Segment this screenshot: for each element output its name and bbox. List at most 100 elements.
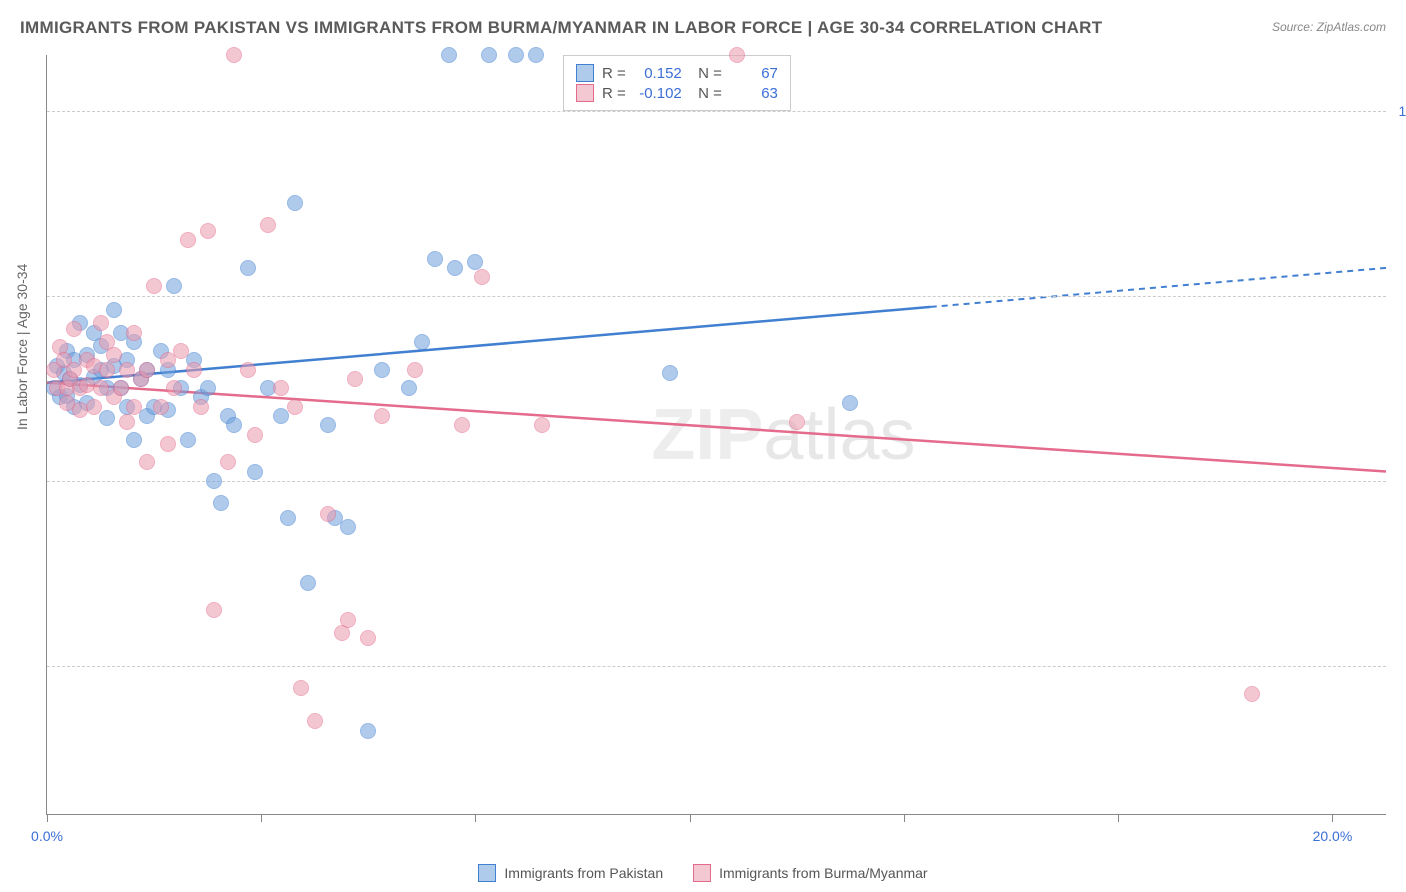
data-point [99, 410, 115, 426]
legend-row-pakistan: R = 0.152 N = 67 [576, 64, 778, 82]
chart-area: ZIPatlas R = 0.152 N = 67 R = -0.102 N =… [46, 55, 1386, 815]
r-label: R = [602, 85, 626, 102]
data-point [146, 278, 162, 294]
data-point [206, 602, 222, 618]
legend-row-burma: R = -0.102 N = 63 [576, 84, 778, 102]
swatch-pink [576, 84, 594, 102]
legend-label-pakistan: Immigrants from Pakistan [504, 865, 663, 881]
data-point [113, 380, 129, 396]
data-point [340, 612, 356, 628]
xtick-label: 0.0% [31, 828, 63, 844]
data-point [320, 417, 336, 433]
data-point [662, 365, 678, 381]
data-point [320, 506, 336, 522]
data-point [247, 427, 263, 443]
data-point [441, 47, 457, 63]
xtick-label: 20.0% [1313, 828, 1353, 844]
data-point [186, 362, 202, 378]
data-point [106, 302, 122, 318]
data-point [1244, 686, 1260, 702]
data-point [467, 254, 483, 270]
watermark-zip: ZIP [651, 395, 763, 475]
data-point [347, 371, 363, 387]
data-point [180, 232, 196, 248]
swatch-pink [693, 864, 711, 882]
data-point [86, 399, 102, 415]
data-point [200, 223, 216, 239]
data-point [213, 495, 229, 511]
data-point [126, 432, 142, 448]
data-point [300, 575, 316, 591]
data-point [407, 362, 423, 378]
swatch-blue [478, 864, 496, 882]
legend-item-burma: Immigrants from Burma/Myanmar [693, 864, 927, 882]
data-point [360, 630, 376, 646]
data-point [126, 325, 142, 341]
data-point [139, 362, 155, 378]
data-point [474, 269, 490, 285]
legend-inset: R = 0.152 N = 67 R = -0.102 N = 63 [563, 55, 791, 111]
r-label: R = [602, 65, 626, 82]
data-point [454, 417, 470, 433]
source-text: Source: ZipAtlas.com [1272, 20, 1386, 34]
chart-title: IMMIGRANTS FROM PAKISTAN VS IMMIGRANTS F… [20, 18, 1102, 38]
n-val-burma: 63 [730, 85, 778, 102]
data-point [273, 380, 289, 396]
data-point [427, 251, 443, 267]
data-point [99, 362, 115, 378]
data-point [166, 380, 182, 396]
data-point [401, 380, 417, 396]
data-point [534, 417, 550, 433]
data-point [93, 315, 109, 331]
data-point [206, 473, 222, 489]
data-point [508, 47, 524, 63]
data-point [193, 399, 209, 415]
data-point [360, 723, 376, 739]
data-point [414, 334, 430, 350]
data-point [287, 399, 303, 415]
n-val-pakistan: 67 [730, 65, 778, 82]
legend-item-pakistan: Immigrants from Pakistan [478, 864, 663, 882]
legend-label-burma: Immigrants from Burma/Myanmar [719, 865, 927, 881]
data-point [119, 414, 135, 430]
watermark-atlas: atlas [763, 395, 915, 475]
data-point [789, 414, 805, 430]
data-point [66, 321, 82, 337]
ytick-label: 100.0% [1399, 103, 1406, 119]
data-point [153, 399, 169, 415]
data-point [287, 195, 303, 211]
data-point [374, 362, 390, 378]
data-point [247, 464, 263, 480]
data-point [340, 519, 356, 535]
data-point [240, 260, 256, 276]
data-point [106, 347, 122, 363]
data-point [126, 399, 142, 415]
data-point [240, 362, 256, 378]
n-label: N = [690, 85, 722, 102]
data-point [166, 278, 182, 294]
bottom-legend: Immigrants from Pakistan Immigrants from… [0, 864, 1406, 882]
data-point [139, 454, 155, 470]
r-val-burma: -0.102 [634, 85, 682, 102]
data-point [200, 380, 216, 396]
data-point [226, 47, 242, 63]
data-point [481, 47, 497, 63]
data-point [293, 680, 309, 696]
data-point [226, 417, 242, 433]
data-point [842, 395, 858, 411]
data-point [729, 47, 745, 63]
y-axis-label: In Labor Force | Age 30-34 [14, 264, 30, 430]
data-point [160, 436, 176, 452]
watermark: ZIPatlas [651, 394, 915, 476]
data-point [260, 217, 276, 233]
data-point [173, 343, 189, 359]
data-point [180, 432, 196, 448]
data-point [374, 408, 390, 424]
swatch-blue [576, 64, 594, 82]
r-val-pakistan: 0.152 [634, 65, 682, 82]
data-point [528, 47, 544, 63]
n-label: N = [690, 65, 722, 82]
data-point [220, 454, 236, 470]
data-point [307, 713, 323, 729]
data-point [280, 510, 296, 526]
